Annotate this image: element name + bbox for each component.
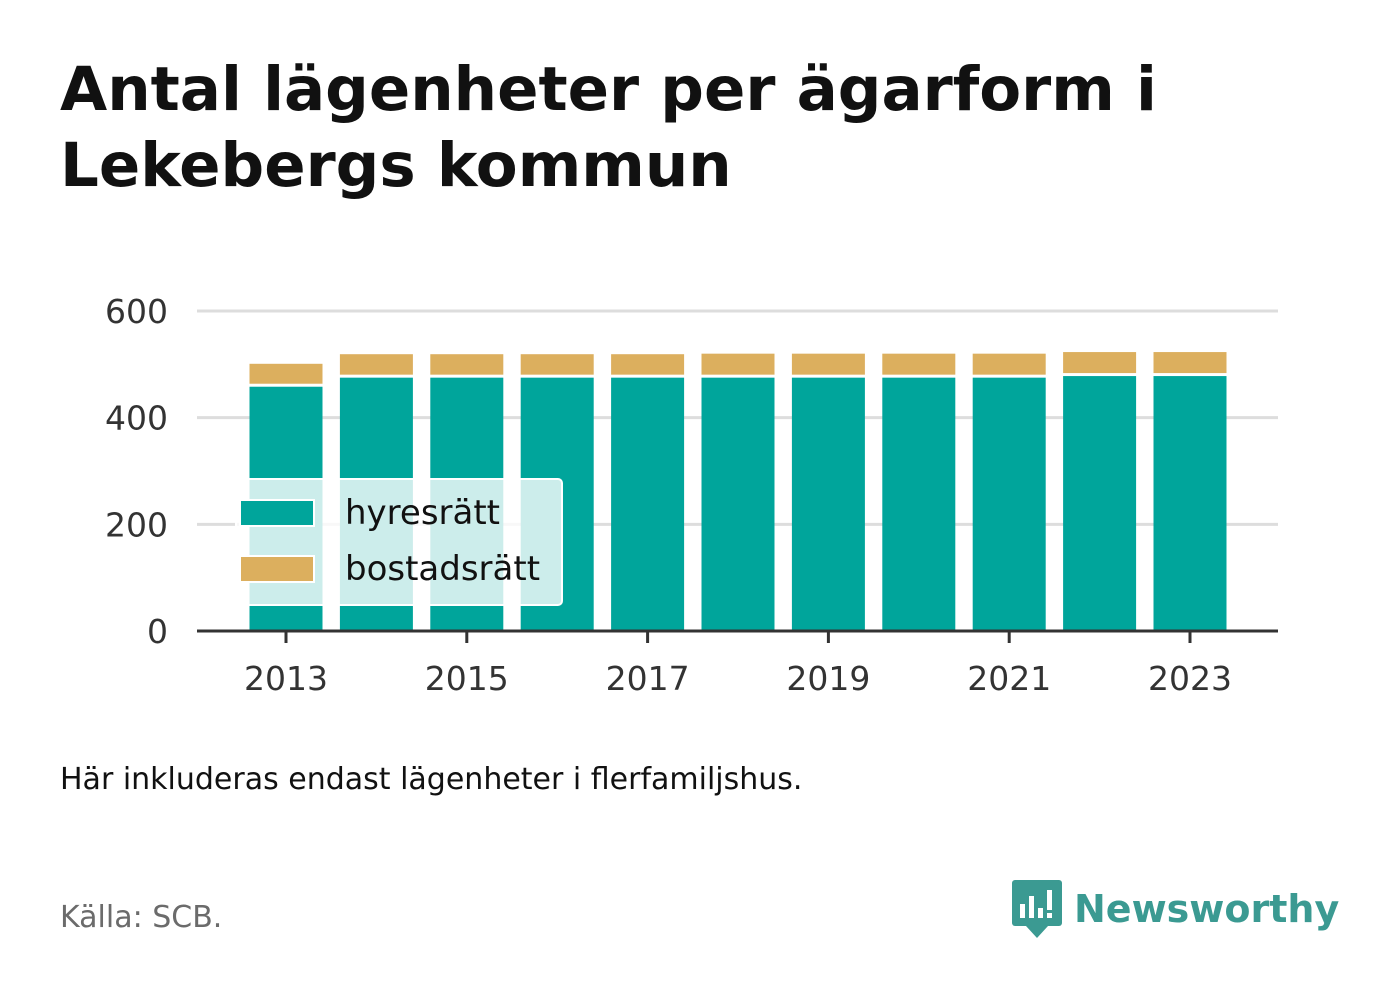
y-tick-label: 600 — [105, 292, 168, 331]
legend-swatch — [239, 499, 315, 527]
bar-bostadsrtt-2016 — [520, 354, 594, 375]
bar-bostadsrtt-2015 — [430, 354, 504, 375]
stacked-bar-chart: 0 200 400 600 2013 2015 2017 2019 2021 2023 hyre… — [105, 292, 1278, 698]
x-axis — [197, 629, 1278, 643]
bar-bostadsrtt-2023 — [1153, 352, 1227, 374]
newsworthy-logo-icon — [1012, 880, 1062, 938]
legend: hyresrätt bostadsrätt — [235, 478, 563, 606]
y-axis-labels: 0 200 400 600 — [105, 292, 168, 651]
bar-hyresrtt-2021 — [972, 377, 1046, 631]
bar-hyresrtt-2017 — [611, 377, 685, 631]
bar-bostadsrtt-2018 — [701, 353, 775, 375]
legend-label: hyresrätt — [345, 493, 500, 533]
x-tick-label: 2021 — [967, 659, 1051, 698]
y-tick-label: 400 — [105, 399, 168, 438]
bar-bostadsrtt-2017 — [611, 354, 685, 375]
x-tick-label: 2015 — [425, 659, 509, 698]
legend-label: bostadsrätt — [345, 549, 540, 589]
bar-hyresrtt-2018 — [701, 377, 775, 631]
bar-hyresrtt-2022 — [1063, 376, 1137, 631]
legend-box — [235, 478, 563, 606]
chart-title: Antal lägenheter per ägarform i Lekeberg… — [60, 54, 1157, 201]
x-axis-labels: 2013 2015 2017 2019 2021 2023 — [244, 659, 1232, 698]
bar-bostadsrtt-2019 — [791, 353, 865, 375]
bar-hyresrtt-2023 — [1153, 376, 1227, 631]
x-tick-label: 2013 — [244, 659, 328, 698]
bar-bostadsrtt-2021 — [972, 353, 1046, 375]
bar-hyresrtt-2019 — [791, 377, 865, 631]
brand-logo: Newsworthy — [1010, 878, 1339, 940]
y-tick-label: 200 — [105, 505, 168, 544]
bar-bostadsrtt-2013 — [249, 363, 323, 384]
x-tick-label: 2023 — [1148, 659, 1232, 698]
bar-bostadsrtt-2014 — [339, 354, 413, 375]
x-tick-label: 2017 — [606, 659, 690, 698]
bar-hyresrtt-2020 — [882, 377, 956, 631]
bar-bostadsrtt-2020 — [882, 353, 956, 375]
legend-swatch — [239, 555, 315, 583]
chart-note: Här inkluderas endast lägenheter i flerf… — [60, 762, 803, 797]
x-tick-label: 2019 — [786, 659, 870, 698]
bar-bostadsrtt-2022 — [1063, 352, 1137, 374]
y-tick-label: 0 — [147, 612, 168, 651]
source-label: Källa: SCB. — [60, 900, 223, 935]
brand-name: Newsworthy — [1074, 887, 1340, 931]
